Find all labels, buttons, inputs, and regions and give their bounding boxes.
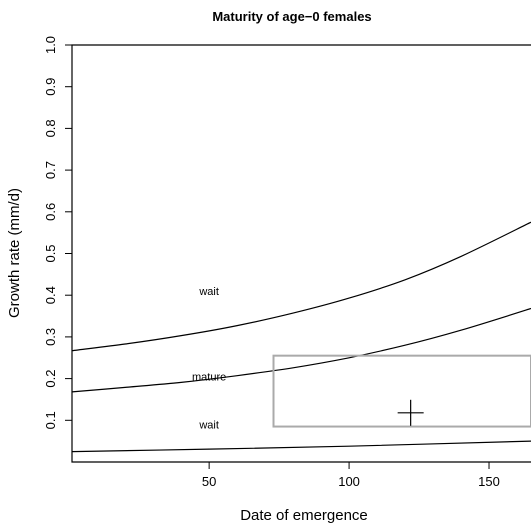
region-label-2: mature [192, 372, 226, 384]
y-tick-label-0-6: 0.6 [43, 203, 58, 221]
x-axis: 50 100 150 [202, 462, 500, 489]
y-tick-label-0-7: 0.7 [43, 161, 58, 179]
x-tick-label-100: 100 [338, 474, 360, 489]
y-tick-label-0-8: 0.8 [43, 119, 58, 137]
x-axis-label: Date of emergence [240, 507, 368, 524]
curve-2 [71, 307, 531, 393]
chart-title: Maturity of age−0 females [212, 9, 371, 24]
curve-1 [71, 221, 531, 352]
y-tick-label-0-2: 0.2 [43, 370, 58, 388]
region-label-1: wait [198, 286, 219, 298]
y-tick-label-0-9: 0.9 [43, 78, 58, 96]
plot-frame [71, 44, 531, 463]
plus-marker [397, 399, 424, 426]
plot-area: wait mature wait [71, 44, 531, 463]
x-tick-label-150: 150 [478, 474, 500, 489]
y-tick-label-0-3: 0.3 [43, 328, 58, 346]
range-box [272, 354, 531, 428]
y-tick-label-0-1: 0.1 [43, 411, 58, 429]
y-axis-label: Growth rate (mm/d) [6, 188, 23, 318]
x-tick-label-50: 50 [202, 474, 216, 489]
region-label-3: wait [198, 420, 219, 432]
y-tick-label-0-4: 0.4 [43, 286, 58, 304]
y-axis: 0.1 0.2 0.3 0.4 0.5 0.6 0.7 0.8 0.9 1.0 [43, 36, 72, 429]
y-tick-label-0-5: 0.5 [43, 244, 58, 262]
y-tick-label-1: 1.0 [43, 36, 58, 54]
curve-3 [71, 440, 531, 453]
